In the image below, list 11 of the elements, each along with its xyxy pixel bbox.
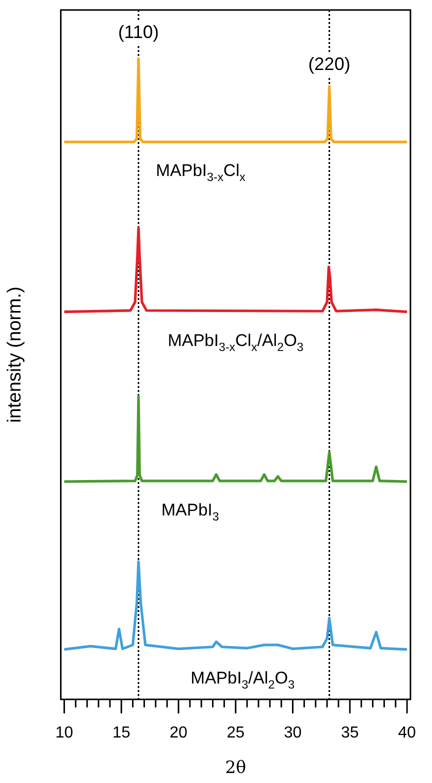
- x-tick-label: 40: [398, 724, 416, 742]
- annotation: (110): [118, 22, 159, 42]
- y-axis-title: intensity (norm.): [4, 286, 26, 423]
- x-tick-label: 20: [170, 724, 188, 742]
- x-tick-label: 10: [55, 724, 74, 742]
- annotation: (220): [308, 54, 350, 74]
- x-tick-label: 35: [340, 724, 359, 742]
- x-tick-label: 30: [284, 724, 302, 742]
- x-tick-label: 25: [226, 724, 245, 742]
- x-tick-label: 15: [112, 724, 130, 742]
- x-axis-title: 2θ: [225, 758, 246, 778]
